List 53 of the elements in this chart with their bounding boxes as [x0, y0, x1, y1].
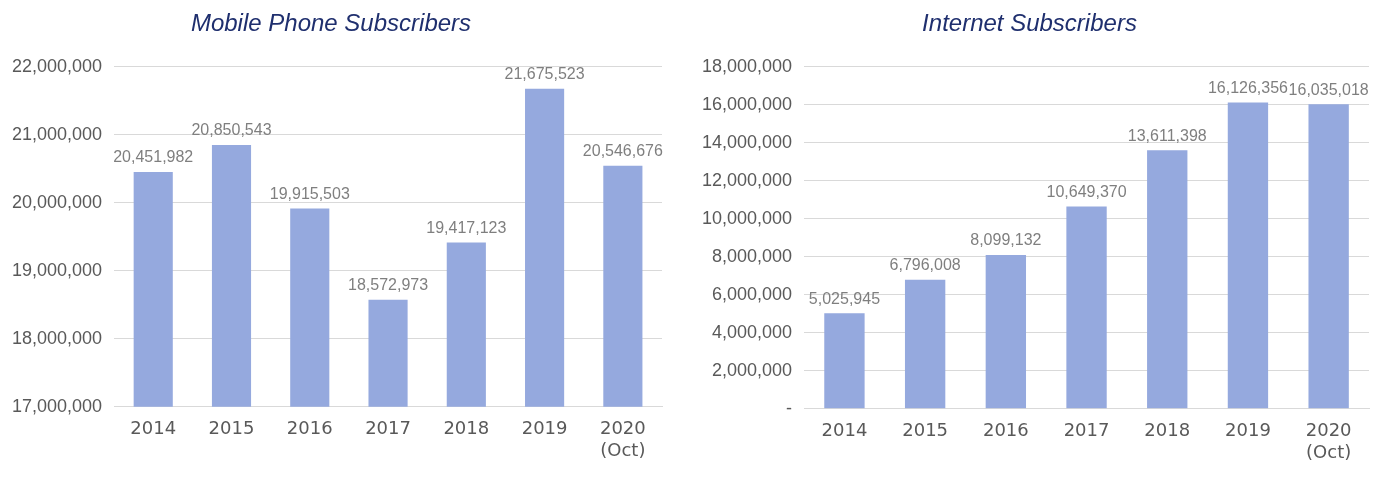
- y-tick-label: 16,000,000: [701, 93, 793, 114]
- data-label: 16,035,018: [1288, 80, 1369, 98]
- x-tick-label: 2017: [365, 417, 411, 439]
- chart-title: Internet Subscribers: [922, 9, 1137, 37]
- bar: [1066, 206, 1107, 409]
- y-tick-label: 8,000,000: [712, 245, 793, 266]
- y-tick-label: -: [786, 397, 793, 418]
- data-label: 20,546,676: [582, 142, 663, 160]
- x-tick-label: 2016: [286, 417, 333, 439]
- y-tick-label: 14,000,000: [701, 131, 793, 152]
- y-tick-label: 22,000,000: [11, 55, 103, 76]
- data-label: 6,796,008: [889, 256, 961, 274]
- x-tick-label: 2014: [821, 419, 868, 441]
- y-tick-label: 10,000,000: [701, 207, 793, 228]
- x-tick-label: 2014: [130, 417, 177, 439]
- y-tick-label: 12,000,000: [701, 169, 793, 190]
- x-tick-label: 2020 (Oct): [1305, 419, 1352, 462]
- data-label: 18,572,973: [348, 276, 429, 294]
- x-tick-label: 2015: [208, 417, 255, 439]
- x-tick-label: 2019: [521, 417, 568, 439]
- data-label: 19,417,123: [426, 218, 507, 236]
- bar: [824, 313, 865, 409]
- data-label: 16,126,356: [1207, 78, 1289, 96]
- bar: [904, 279, 946, 409]
- bar: [1227, 102, 1269, 409]
- y-tick-label: 21,000,000: [11, 123, 103, 144]
- bar: [1147, 150, 1188, 409]
- x-tick-label: 2018: [443, 417, 490, 439]
- x-tick-label: 2016: [982, 419, 1029, 441]
- y-tick-label: 18,000,000: [11, 327, 103, 348]
- y-tick-label: 2,000,000: [712, 359, 793, 380]
- bar: [985, 254, 1027, 409]
- x-tick-label: 2017: [1063, 419, 1110, 441]
- x-tick-label: 2018: [1144, 419, 1191, 441]
- data-label: 21,675,523: [504, 65, 585, 83]
- chart-title: Mobile Phone Subscribers: [190, 9, 472, 37]
- y-tick-label: 6,000,000: [712, 283, 793, 304]
- x-tick-label: 2015: [902, 419, 949, 441]
- data-label: 8,099,132: [970, 231, 1042, 249]
- y-tick-label: 4,000,000: [712, 321, 793, 342]
- data-label: 13,611,398: [1127, 126, 1207, 144]
- bar: [1308, 104, 1349, 409]
- data-label: 20,451,982: [113, 148, 194, 166]
- data-label: 19,915,503: [269, 184, 350, 202]
- x-tick-label: 2020 (Oct): [599, 417, 646, 460]
- data-label: 20,850,543: [191, 121, 272, 139]
- data-label: 5,025,945: [808, 289, 881, 307]
- data-label: 10,649,370: [1046, 182, 1127, 200]
- y-tick-label: 19,000,000: [11, 259, 103, 280]
- y-tick-label: 17,000,000: [11, 395, 103, 416]
- y-tick-label: 20,000,000: [11, 191, 103, 212]
- x-tick-label: 2019: [1225, 419, 1271, 441]
- y-tick-label: 18,000,000: [701, 55, 793, 76]
